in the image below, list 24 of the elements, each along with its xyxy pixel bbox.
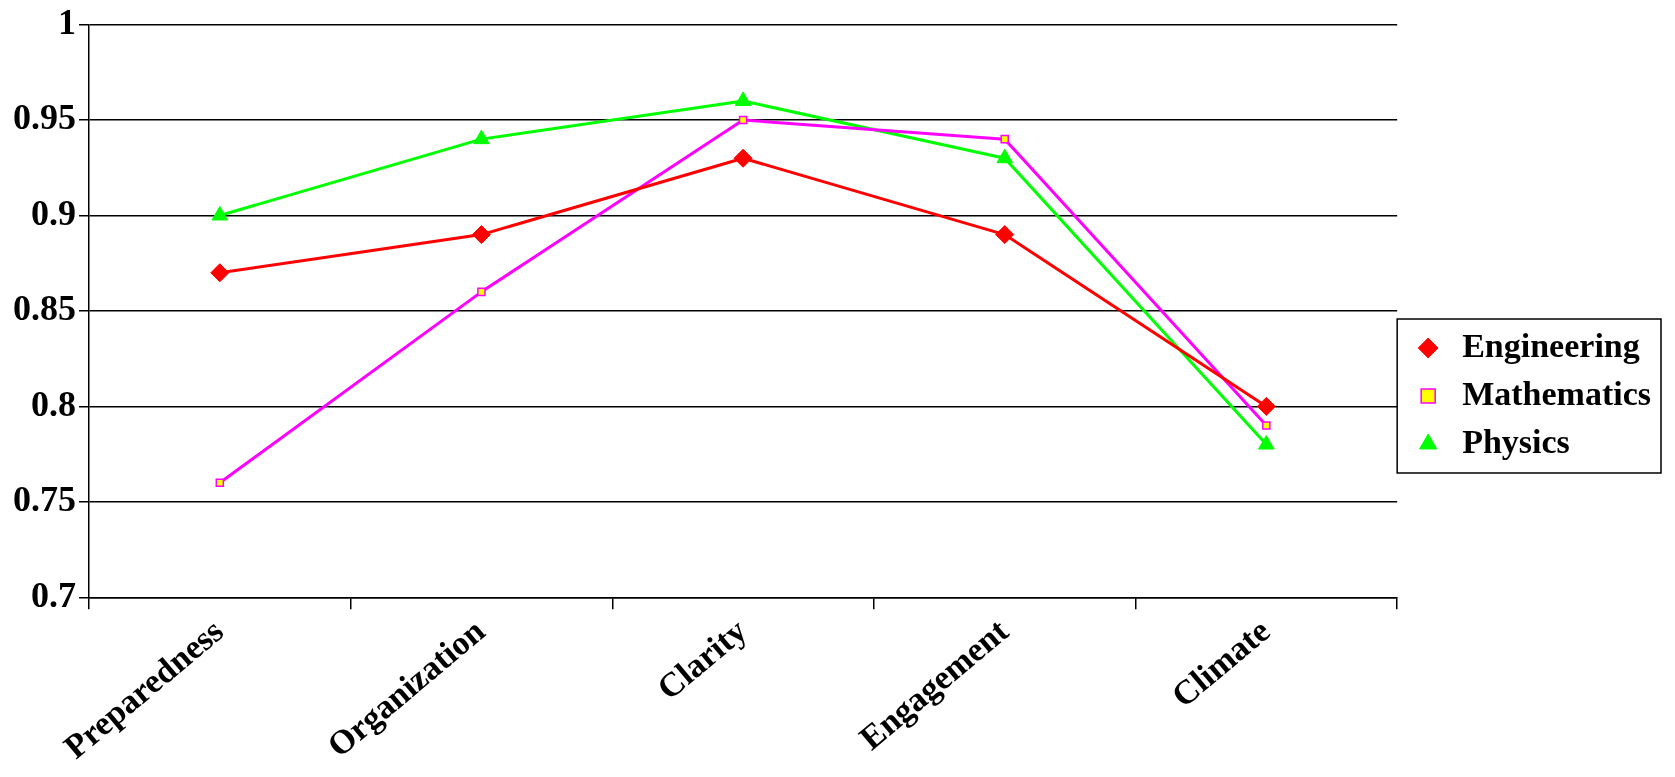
point [995,225,1015,245]
legend-label: Mathematics [1462,374,1651,412]
point [1262,421,1271,430]
point [211,205,229,221]
point [734,91,752,106]
point [477,287,486,297]
y-tick-label: 0.7 [31,574,76,615]
y-tick-label: 1 [58,1,76,42]
legend-label: Physics [1462,422,1570,460]
point [1000,134,1010,144]
point [210,263,230,283]
point [473,129,490,145]
point [738,115,748,125]
point [1256,396,1276,416]
y-tick-label: 0.75 [13,479,76,520]
point [733,148,753,168]
point [996,148,1014,164]
y-tick-label: 0.8 [31,383,76,424]
y-tick-label: 0.95 [13,97,76,138]
y-tick-label: 0.9 [31,192,76,233]
legend-label: Engineering [1462,326,1640,364]
point [215,478,225,488]
y-tick-label: 0.85 [13,288,76,329]
point [471,225,491,245]
